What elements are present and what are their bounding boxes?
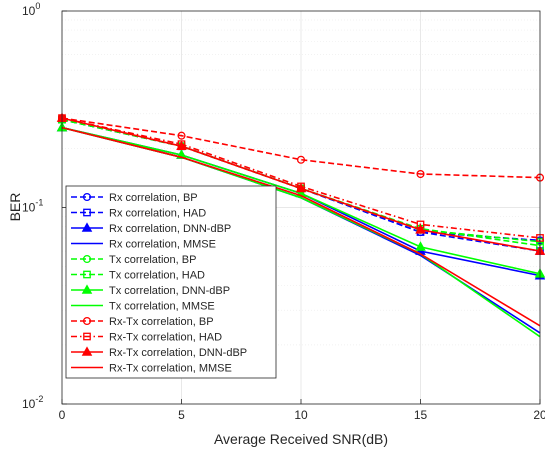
legend-item: Rx-Tx correlation, MMSE bbox=[71, 363, 232, 375]
data-point bbox=[177, 131, 186, 140]
data-point bbox=[415, 241, 426, 251]
data-point bbox=[295, 182, 307, 193]
data-point bbox=[416, 169, 425, 179]
legend-marker bbox=[81, 346, 93, 356]
x-tick-label: 10 bbox=[294, 408, 308, 422]
data-point bbox=[176, 140, 187, 151]
legend-item: Rx-Tx correlation, BP bbox=[71, 316, 214, 328]
series-lines bbox=[56, 112, 545, 338]
series-line bbox=[61, 117, 541, 239]
legend-label: Rx correlation, MMSE bbox=[109, 239, 216, 251]
legend-marker bbox=[82, 316, 92, 326]
x-tick-label: 20 bbox=[533, 408, 545, 422]
legend-label: Tx correlation, MMSE bbox=[109, 301, 215, 313]
legend-label: Rx-Tx correlation, DNN-dBP bbox=[109, 347, 247, 359]
legend-item: Rx correlation, MMSE bbox=[71, 239, 216, 251]
series-11 bbox=[56, 112, 545, 255]
legend-marker bbox=[82, 192, 92, 202]
y-axis-label: BER bbox=[7, 193, 23, 222]
y-tick-exponent: 0 bbox=[35, 1, 40, 11]
legend-marker bbox=[82, 254, 92, 264]
legend-item: Tx correlation, DNN-dBP bbox=[71, 284, 230, 297]
legend-item: Tx correlation, MMSE bbox=[71, 301, 215, 313]
data-point bbox=[296, 155, 306, 164]
x-tick-label: 5 bbox=[178, 408, 185, 422]
legend-label: Rx-Tx correlation, HAD bbox=[109, 332, 222, 344]
legend-item: Tx correlation, HAD bbox=[71, 270, 205, 282]
legend-label: Rx correlation, DNN-dBP bbox=[109, 223, 231, 235]
legend-item: Rx-Tx correlation, DNN-dBP bbox=[71, 346, 247, 359]
legend-label: Rx correlation, HAD bbox=[109, 208, 206, 220]
y-tick-label: 100 bbox=[22, 1, 40, 18]
legend-marker bbox=[81, 222, 93, 232]
y-tick-exponent: -2 bbox=[35, 394, 43, 404]
y-tick-label: 10-1 bbox=[22, 198, 43, 215]
legend: Rx correlation, BP Rx correlation, HAD Rx … bbox=[65, 185, 277, 379]
series-12 bbox=[61, 126, 541, 327]
legend-item: Rx correlation, DNN-dBP bbox=[71, 222, 231, 235]
legend-label: Tx correlation, HAD bbox=[109, 270, 205, 282]
legend-label: Rx correlation, BP bbox=[109, 192, 198, 204]
legend-marker bbox=[81, 284, 93, 294]
x-axis-label: Average Received SNR(dB) bbox=[214, 431, 388, 447]
legend-label: Tx correlation, BP bbox=[109, 254, 196, 266]
legend-label: Rx-Tx correlation, MMSE bbox=[109, 363, 232, 375]
legend-marker bbox=[83, 270, 91, 279]
legend-item: Rx correlation, BP bbox=[71, 192, 198, 204]
legend-marker bbox=[83, 208, 91, 217]
legend-marker bbox=[83, 332, 91, 341]
x-tick-label: 15 bbox=[414, 408, 428, 422]
legend-item: Tx correlation, BP bbox=[71, 254, 196, 266]
data-point bbox=[415, 224, 426, 234]
legend-label: Tx correlation, DNN-dBP bbox=[109, 285, 230, 297]
legend-label: Rx-Tx correlation, BP bbox=[109, 316, 214, 328]
x-tick-label: 0 bbox=[59, 408, 66, 422]
series-line bbox=[61, 126, 541, 327]
y-tick-label: 10-2 bbox=[22, 394, 43, 411]
legend-item: Rx-Tx correlation, HAD bbox=[71, 332, 222, 344]
y-tick-exponent: -1 bbox=[35, 198, 43, 208]
legend-item: Rx correlation, HAD bbox=[71, 208, 206, 220]
legend-box bbox=[65, 185, 277, 379]
